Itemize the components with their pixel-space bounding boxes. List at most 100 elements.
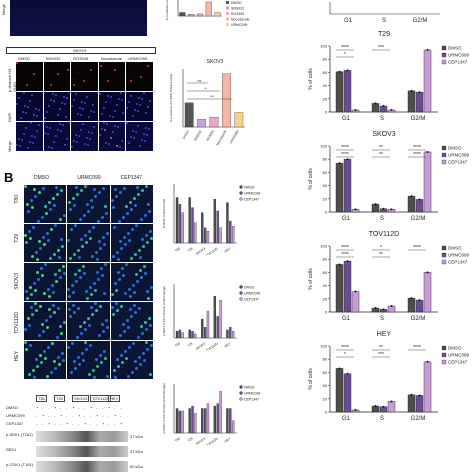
bar <box>205 1 212 17</box>
bar <box>206 403 210 434</box>
bar <box>415 91 424 113</box>
data-point <box>346 158 349 161</box>
bar <box>203 408 207 434</box>
micrograph <box>98 92 126 121</box>
bar <box>234 112 244 128</box>
legend-marker <box>441 252 447 258</box>
y-axis-label: % p-Histone H3 (S10) Positive Cells <box>169 73 173 122</box>
y-tick-label: 20 <box>323 96 328 101</box>
bar <box>343 260 352 313</box>
legend-label: DMSO <box>448 346 462 351</box>
data-point <box>374 102 377 105</box>
western-blot: T80 T29 SKOV3 TOV112D HEY DMSO + - - + - - + - - + - - + -… <box>6 395 156 474</box>
micrograph <box>110 185 153 223</box>
bar <box>343 158 352 213</box>
y-tick-label: 20 <box>323 196 328 201</box>
bar <box>201 318 204 339</box>
blot-lane-label: T29 <box>54 395 65 402</box>
legend-marker <box>441 359 447 365</box>
legend-label: URMC099 <box>448 353 470 358</box>
micrograph <box>67 341 110 379</box>
legend-label: URMC099 <box>448 53 470 58</box>
micrograph <box>126 122 153 151</box>
sig-label: *** <box>378 352 384 358</box>
y-tick-label: 100 <box>320 344 327 349</box>
bar <box>194 333 197 339</box>
x-tick-label: G2/M <box>411 416 426 422</box>
legend-label: Nocodazole <box>231 17 250 21</box>
sig-label: **** <box>341 252 349 258</box>
x-tick-label: S <box>382 18 386 24</box>
micrograph <box>24 341 67 379</box>
data-point <box>382 105 385 108</box>
data-point <box>418 198 421 201</box>
micrograph <box>67 185 110 223</box>
bar <box>191 207 194 244</box>
bar <box>226 408 229 434</box>
micrograph <box>71 92 98 121</box>
bar <box>203 227 207 244</box>
bar <box>231 331 235 339</box>
bar <box>213 199 217 244</box>
micrograph <box>16 62 43 91</box>
blot-lane-label: T80 <box>36 395 47 402</box>
x-tick-label: G2/M <box>413 18 428 24</box>
y-tick-label: 100 <box>320 44 327 49</box>
x-tick-label: T80 <box>174 246 181 253</box>
bar <box>188 14 195 17</box>
bar <box>206 231 210 244</box>
legend-marker <box>441 152 447 158</box>
legend-marker <box>226 1 229 4</box>
blot-treatment-label: CEP1347 <box>6 421 24 426</box>
y-tick-label: 60 <box>323 170 328 175</box>
micrograph <box>98 122 126 151</box>
legend-label: DMSO <box>244 286 255 290</box>
sig-label: *** <box>378 45 384 51</box>
x-tick-label: S <box>380 416 384 422</box>
chart-title: HEY <box>377 331 392 338</box>
legend-marker <box>239 391 243 395</box>
legend-label: SNS032 <box>231 6 244 10</box>
data-point <box>418 394 421 397</box>
sig-label: ** <box>379 152 383 158</box>
x-tick-label: G2/M <box>411 316 426 322</box>
panel-b-micro: DMSO URMC099 CEP1347 T80 T29 SKOV3 TOV112D HEY <box>6 175 156 380</box>
y-tick-label: 0 <box>325 210 328 215</box>
sig-label: **** <box>413 145 421 151</box>
skov3-col-label: RO3306 <box>73 56 89 61</box>
data-point <box>374 405 377 408</box>
micrograph <box>43 92 71 121</box>
skov3-row-label: DAPI <box>7 112 12 122</box>
y-axis-label: % p-Histone H3 <box>165 0 169 21</box>
sig-label: **** <box>341 152 349 158</box>
blot-band <box>36 431 128 442</box>
micrograph <box>24 302 67 340</box>
data-point <box>426 48 429 51</box>
y-tick-label: 40 <box>323 83 328 88</box>
data-point <box>374 307 377 310</box>
bar <box>179 12 186 17</box>
chart-title: SKOV3 <box>372 131 395 138</box>
x-tick-label: Nocodazole <box>215 129 227 146</box>
sig-label: **** <box>413 152 421 158</box>
micrograph <box>24 224 67 262</box>
bar <box>351 291 360 313</box>
b-row-label: SKOV3 <box>14 273 20 290</box>
y-tick-label: 0 <box>325 410 328 415</box>
legend-marker <box>226 12 229 15</box>
sig-label: * <box>344 352 346 358</box>
x-tick-label: DMSO <box>182 129 191 140</box>
cell-cycle-charts: G1 S G2/M T29 % of cells 0 20 40 60 80 100 G1 S G2/M *… <box>308 2 470 422</box>
bar <box>335 71 344 113</box>
y-axis-label: % of cells <box>308 368 314 390</box>
bar <box>203 327 207 339</box>
micrograph <box>43 62 71 91</box>
legend-label: CEP1347 <box>448 260 468 265</box>
bar <box>229 220 232 244</box>
b-col-label: CEP1347 <box>120 175 143 181</box>
bar <box>181 332 184 339</box>
sig-label: ** <box>379 145 383 151</box>
legend-label: URMC099 <box>244 192 260 196</box>
data-point <box>354 290 357 293</box>
legend-marker <box>226 17 229 21</box>
